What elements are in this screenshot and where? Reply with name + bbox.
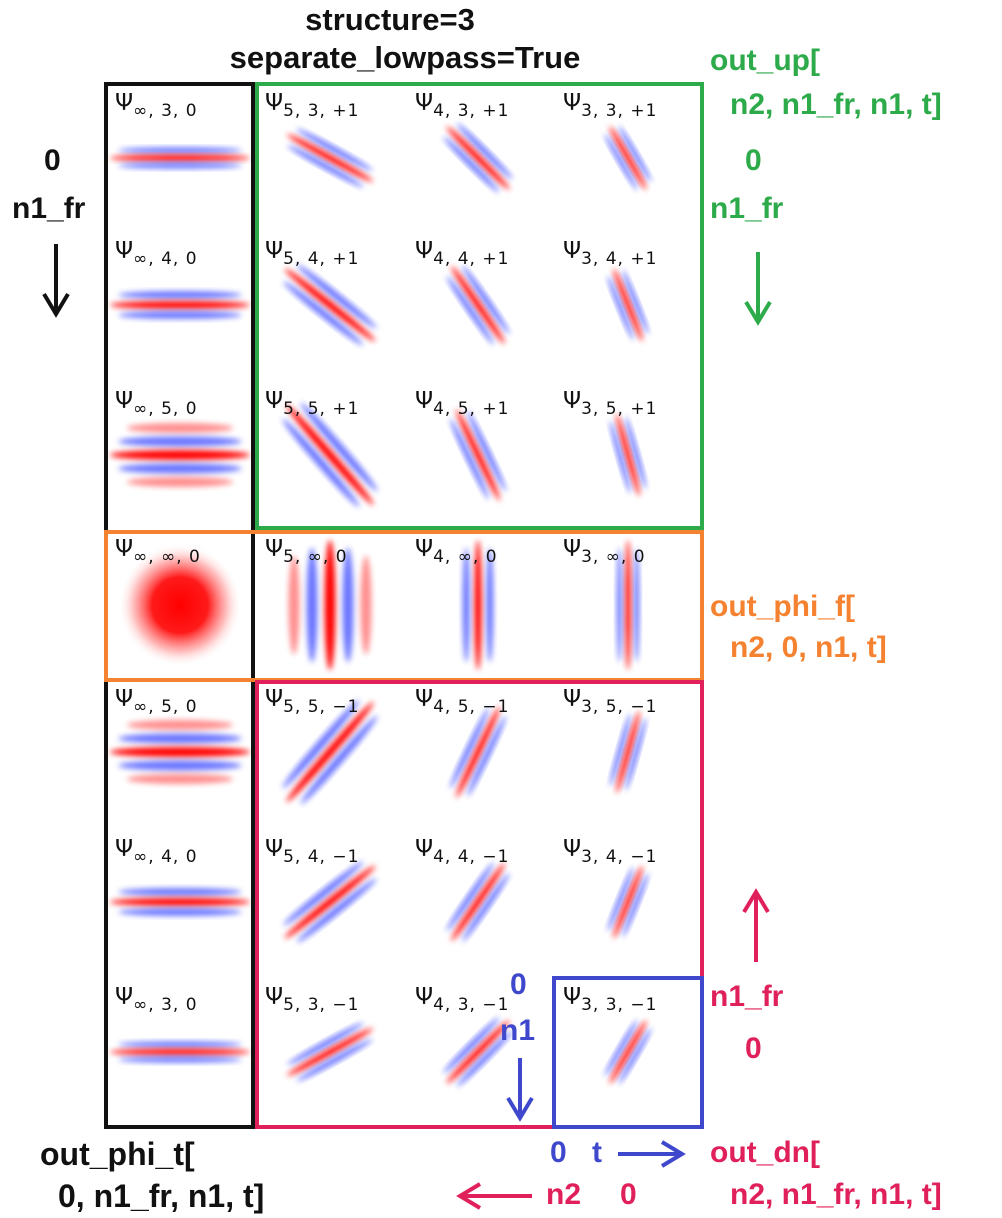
- psi-label-r6-c2: Ψ4, 3, −1: [415, 984, 510, 1015]
- wavelet-r1-c0: [110, 291, 250, 319]
- out-phi-t-label-line-2: 0, n1_fr, n1, t]: [58, 1178, 265, 1214]
- psi-label-r5-c1: Ψ5, 4, −1: [265, 836, 360, 867]
- wavelet-r4-c1: [282, 699, 378, 805]
- wavelet-r6-c0: [110, 1041, 250, 1063]
- psi-label-r1-c2: Ψ4, 4, +1: [415, 238, 510, 269]
- left-down-arrow-icon: [42, 244, 70, 318]
- out-dn-label-line-2: n2, n1_fr, n1, t]: [730, 1178, 942, 1211]
- left-zero-label: 0: [44, 144, 61, 177]
- psi-label-r3-c0: Ψ∞, ∞, 0: [115, 536, 201, 567]
- psi-label-r1-c0: Ψ∞, 4, 0: [115, 238, 198, 269]
- wavelet-r1-c2: [446, 265, 510, 345]
- blue-t-label: t: [592, 1136, 602, 1169]
- wavelet-r3-c3: [616, 540, 640, 670]
- wavelet-r6-c2: [443, 1017, 513, 1087]
- wavelet-r1-c3: [607, 268, 649, 342]
- psi-label-r5-c2: Ψ4, 4, −1: [415, 836, 510, 867]
- blue-down-arrow-icon: [506, 1058, 534, 1122]
- wavelet-r2-c1: [282, 402, 378, 508]
- title-line-2: separate_lowpass=True: [229, 40, 581, 75]
- out-phi-f-label-line-2: n2, 0, n1, t]: [730, 631, 887, 664]
- green-down-arrow-icon: [744, 252, 772, 326]
- blue-zero-t-label: 0: [550, 1136, 567, 1169]
- psi-label-r2-c0: Ψ∞, 5, 0: [115, 388, 198, 419]
- crimson-zero-label: 0: [745, 1032, 762, 1065]
- psi-label-r3-c3: Ψ3, ∞, 0: [563, 536, 646, 567]
- psi-label-r0-c2: Ψ4, 3, +1: [415, 90, 510, 121]
- psi-label-r0-c0: Ψ∞, 3, 0: [115, 90, 198, 121]
- psi-label-r0-c3: Ψ3, 3, +1: [563, 90, 658, 121]
- blue-n1-label: n1: [500, 1014, 536, 1047]
- wavelet-r5-c0: [110, 888, 250, 916]
- psi-label-r5-c0: Ψ∞, 4, 0: [115, 836, 198, 867]
- out-up-label-line-1: out_up[: [710, 44, 820, 77]
- psi-label-r5-c3: Ψ3, 4, −1: [563, 836, 658, 867]
- psi-label-r4-c2: Ψ4, 5, −1: [415, 686, 510, 717]
- wavelet-r6-c3: [604, 1020, 652, 1084]
- wavelet-r0-c2: [443, 123, 513, 193]
- wavelet-r3-c0: [118, 543, 242, 667]
- blue-right-arrow-icon: [618, 1140, 686, 1168]
- n2-left-arrow-icon: [456, 1182, 532, 1210]
- wavelet-r2-c0: [110, 423, 250, 487]
- title-line-1: structure=3: [305, 2, 475, 37]
- out-phi-t-label-line-1: out_phi_t[: [40, 1136, 195, 1172]
- psi-label-r3-c2: Ψ4, ∞, 0: [415, 536, 498, 567]
- psi-label-r2-c3: Ψ3, 5, +1: [563, 388, 658, 419]
- out-dn-label-line-1: out_dn[: [710, 1136, 820, 1169]
- crimson-up-arrow-icon: [742, 888, 770, 962]
- n2-label: n2: [546, 1178, 582, 1211]
- blue-zero-n1-label: 0: [510, 968, 527, 1001]
- wavelet-r3-c1: [288, 540, 372, 670]
- wavelet-r0-c0: [110, 147, 250, 169]
- out-phi-f-frame: [104, 530, 704, 682]
- wavelet-r4-c0: [110, 720, 250, 784]
- psi-label-r2-c1: Ψ5, 5, +1: [265, 388, 360, 419]
- green-zero-label: 0: [745, 144, 762, 177]
- psi-label-r4-c3: Ψ3, 5, −1: [563, 686, 658, 717]
- wavelet-r6-c1: [286, 1022, 374, 1082]
- crimson-n1fr-label: n1_fr: [710, 980, 784, 1013]
- wavelet-r3-c2: [462, 540, 494, 670]
- psi-label-r6-c1: Ψ5, 3, −1: [265, 984, 360, 1015]
- left-n1fr-label: n1_fr: [12, 192, 86, 225]
- psi-label-r4-c1: Ψ5, 5, −1: [265, 686, 360, 717]
- psi-label-r0-c1: Ψ5, 3, +1: [265, 90, 360, 121]
- wavelet-r1-c1: [283, 264, 377, 346]
- wavelet-r5-c2: [446, 862, 510, 942]
- psi-label-r6-c0: Ψ∞, 3, 0: [115, 984, 198, 1015]
- n2-zero-label: 0: [620, 1178, 637, 1211]
- wavelet-r5-c3: [607, 865, 649, 939]
- psi-label-r2-c2: Ψ4, 5, +1: [415, 388, 510, 419]
- out-dn-frame: [255, 680, 704, 1129]
- out-phi-f-label-line-1: out_phi_f[: [710, 590, 855, 623]
- wavelet-r0-c3: [604, 126, 652, 190]
- psi-label-r1-c1: Ψ5, 4, +1: [265, 238, 360, 269]
- psi-label-r3-c1: Ψ5, ∞, 0: [265, 536, 348, 567]
- wavelet-r0-c1: [286, 128, 374, 188]
- wavelet-r4-c3: [609, 710, 647, 794]
- wavelet-r2-c3: [609, 413, 647, 497]
- t-n1-frame: [552, 976, 704, 1129]
- out-up-label-line-2: n2, n1_fr, n1, t]: [730, 88, 942, 121]
- psi-label-r1-c3: Ψ3, 4, +1: [563, 238, 658, 269]
- wavelet-r2-c2: [450, 409, 506, 501]
- wavelet-r4-c2: [450, 706, 506, 798]
- psi-label-r6-c3: Ψ3, 3, −1: [563, 984, 658, 1015]
- green-n1fr-label: n1_fr: [710, 192, 784, 225]
- psi-label-r4-c0: Ψ∞, 5, 0: [115, 686, 198, 717]
- wavelet-r5-c1: [283, 861, 377, 943]
- out-up-frame: [255, 82, 704, 530]
